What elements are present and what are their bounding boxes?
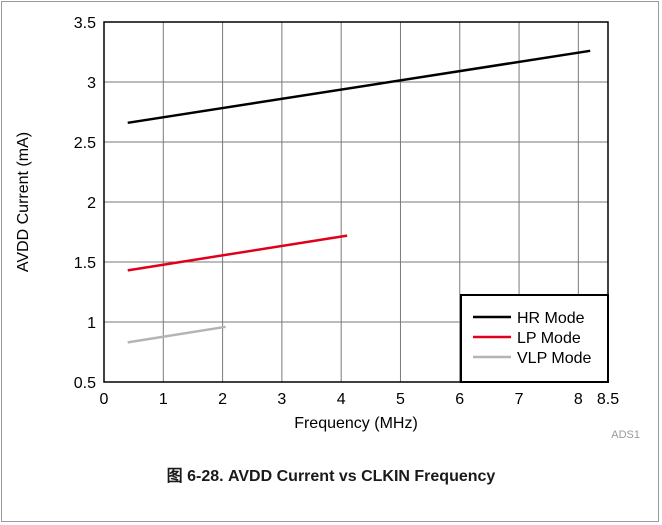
x-axis-label: Frequency (MHz) (294, 415, 418, 432)
y-tick-label: 0.5 (74, 375, 96, 392)
legend-label: HR Mode (517, 310, 585, 327)
x-tick-label: 3 (277, 391, 286, 408)
x-tick-label: 0 (100, 391, 109, 408)
x-tick-label: 8.5 (597, 391, 619, 408)
plot-area-border (103, 21, 609, 383)
series-line-vlp-mode (127, 325, 226, 344)
x-tick-label: 5 (396, 391, 405, 408)
y-axis-label: AVDD Current (mA) (15, 132, 32, 272)
y-tick-label: 3 (87, 75, 96, 92)
x-tick-label: 8 (574, 391, 583, 408)
chart-legend: HR Mode LP Mode VLP Mode (460, 294, 609, 383)
y-tick-label: 2.5 (74, 135, 96, 152)
x-tick-label: 2 (218, 391, 227, 408)
figure-annotation: ADS1 (611, 429, 640, 441)
x-tick-label: 6 (455, 391, 464, 408)
y-tick-label: 2 (87, 195, 96, 212)
legend-label: VLP Mode (517, 350, 592, 367)
series-lines (127, 49, 591, 344)
legend-box (460, 294, 609, 383)
y-tick-label: 3.5 (74, 15, 96, 32)
series-line-lp-mode (127, 234, 348, 272)
x-tick-label: 7 (515, 391, 524, 408)
y-tick-label: 1.5 (74, 255, 96, 272)
legend-label: LP Mode (517, 330, 581, 347)
series-line-hr-mode (127, 49, 591, 125)
axis-tick-labels: 0 1 2 3 4 5 6 7 8 8.5 0.5 1 1.5 2 2.5 3 3.5 (74, 15, 619, 408)
figure-caption: 图 6-28. AVDD Current vs CLKIN Frequency (166, 468, 496, 485)
x-tick-label: 4 (337, 391, 346, 408)
x-tick-label: 1 (159, 391, 168, 408)
y-tick-label: 1 (87, 315, 96, 332)
